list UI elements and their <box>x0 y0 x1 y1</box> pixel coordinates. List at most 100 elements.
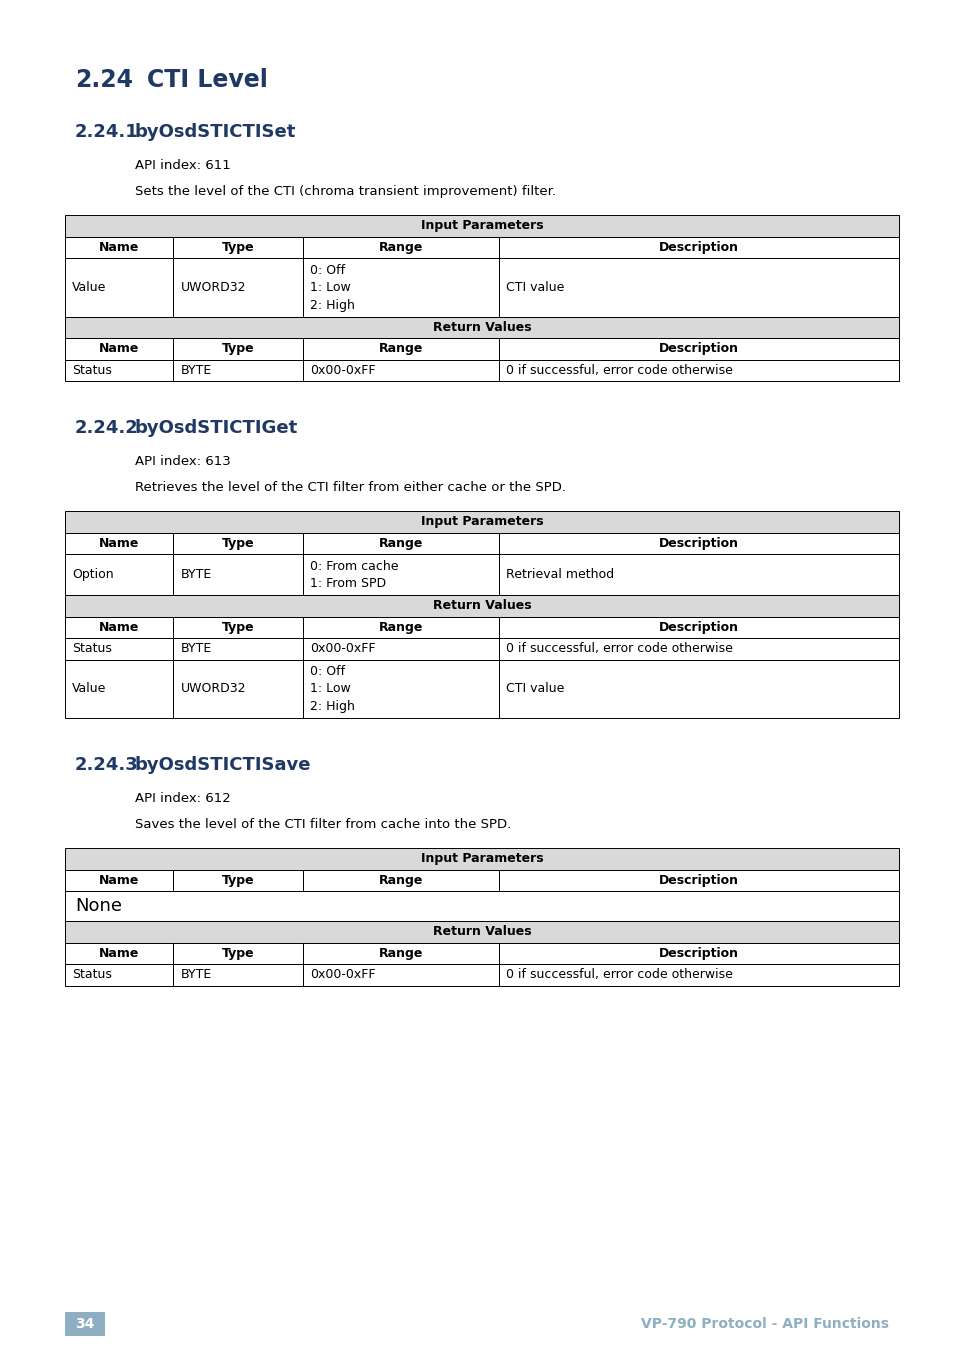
Text: 1: Low: 1: Low <box>310 682 350 696</box>
Text: 0x00-0xFF: 0x00-0xFF <box>310 968 375 982</box>
Text: BYTE: BYTE <box>180 364 212 376</box>
Bar <box>302 638 498 659</box>
Text: Description: Description <box>659 536 738 550</box>
Text: Type: Type <box>221 536 254 550</box>
Text: Name: Name <box>99 241 139 253</box>
Bar <box>65 659 173 718</box>
Text: Range: Range <box>378 873 422 887</box>
Text: Value: Value <box>71 280 107 294</box>
Text: BYTE: BYTE <box>180 567 212 581</box>
Text: 2.24.2: 2.24.2 <box>75 418 138 437</box>
Text: API index: 611: API index: 611 <box>135 158 231 172</box>
Text: 2.24.3: 2.24.3 <box>75 756 138 774</box>
Bar <box>173 942 302 964</box>
Bar <box>302 554 498 594</box>
Text: byOsdSTICTISave: byOsdSTICTISave <box>135 756 312 774</box>
Bar <box>498 338 898 360</box>
Text: 2.24.1: 2.24.1 <box>75 123 138 141</box>
Text: 0: Off: 0: Off <box>310 665 344 678</box>
Bar <box>498 360 898 380</box>
Bar <box>65 891 898 921</box>
Text: 1: Low: 1: Low <box>310 282 350 294</box>
Text: None: None <box>75 898 122 915</box>
Text: Range: Range <box>378 946 422 960</box>
Bar <box>65 638 173 659</box>
Text: Type: Type <box>221 946 254 960</box>
Bar <box>65 1312 105 1336</box>
Bar <box>173 659 302 718</box>
Bar <box>65 869 173 891</box>
Text: UWORD32: UWORD32 <box>180 280 246 294</box>
Text: CTI value: CTI value <box>505 280 563 294</box>
Bar <box>498 259 898 317</box>
Bar <box>302 964 498 986</box>
Text: Range: Range <box>378 343 422 355</box>
Bar <box>65 848 898 869</box>
Bar <box>173 869 302 891</box>
Text: CTI Level: CTI Level <box>147 68 268 92</box>
Text: Status: Status <box>71 642 112 655</box>
Text: Description: Description <box>659 873 738 887</box>
Text: Description: Description <box>659 241 738 253</box>
Bar <box>498 616 898 638</box>
Bar <box>173 237 302 259</box>
Text: VP-790 Protocol - API Functions: VP-790 Protocol - API Functions <box>640 1317 888 1331</box>
Text: Input Parameters: Input Parameters <box>420 219 543 233</box>
Text: byOsdSTICTISet: byOsdSTICTISet <box>135 123 296 141</box>
Text: Retrieves the level of the CTI filter from either cache or the SPD.: Retrieves the level of the CTI filter fr… <box>135 481 565 494</box>
Text: Sets the level of the CTI (chroma transient improvement) filter.: Sets the level of the CTI (chroma transi… <box>135 185 556 198</box>
Bar <box>65 360 173 380</box>
Bar <box>65 237 173 259</box>
Text: 0: Off: 0: Off <box>310 264 344 276</box>
Text: CTI value: CTI value <box>505 682 563 695</box>
Bar <box>302 338 498 360</box>
Text: 0x00-0xFF: 0x00-0xFF <box>310 642 375 655</box>
Bar <box>302 237 498 259</box>
Bar <box>173 964 302 986</box>
Text: Type: Type <box>221 343 254 355</box>
Text: Saves the level of the CTI filter from cache into the SPD.: Saves the level of the CTI filter from c… <box>135 818 511 831</box>
Text: Return Values: Return Values <box>433 925 531 938</box>
Bar <box>65 942 173 964</box>
Text: Return Values: Return Values <box>433 321 531 333</box>
Text: byOsdSTICTIGet: byOsdSTICTIGet <box>135 418 298 437</box>
Text: 2: High: 2: High <box>310 700 355 714</box>
Bar <box>65 317 898 338</box>
Bar <box>498 942 898 964</box>
Text: Type: Type <box>221 241 254 253</box>
Bar <box>302 259 498 317</box>
Bar <box>173 259 302 317</box>
Text: 0 if successful, error code otherwise: 0 if successful, error code otherwise <box>505 364 732 376</box>
Bar <box>302 532 498 554</box>
Text: Description: Description <box>659 946 738 960</box>
Bar <box>498 869 898 891</box>
Bar <box>302 942 498 964</box>
Text: 0x00-0xFF: 0x00-0xFF <box>310 364 375 376</box>
Text: BYTE: BYTE <box>180 968 212 982</box>
Text: 2.24: 2.24 <box>75 68 132 92</box>
Text: 2: High: 2: High <box>310 298 355 311</box>
Text: UWORD32: UWORD32 <box>180 682 246 695</box>
Bar <box>65 964 173 986</box>
Text: Range: Range <box>378 241 422 253</box>
Text: Input Parameters: Input Parameters <box>420 516 543 528</box>
Bar <box>302 869 498 891</box>
Text: BYTE: BYTE <box>180 642 212 655</box>
Text: 34: 34 <box>75 1317 94 1331</box>
Text: Input Parameters: Input Parameters <box>420 852 543 865</box>
Text: Range: Range <box>378 536 422 550</box>
Bar <box>173 532 302 554</box>
Bar <box>65 554 173 594</box>
Bar <box>498 237 898 259</box>
Bar <box>498 964 898 986</box>
Bar <box>65 259 173 317</box>
Bar <box>65 532 173 554</box>
Text: Status: Status <box>71 364 112 376</box>
Bar <box>302 360 498 380</box>
Text: Retrieval method: Retrieval method <box>505 567 613 581</box>
Text: Type: Type <box>221 873 254 887</box>
Text: Description: Description <box>659 620 738 634</box>
Bar <box>302 616 498 638</box>
Bar <box>173 360 302 380</box>
Text: Value: Value <box>71 682 107 695</box>
